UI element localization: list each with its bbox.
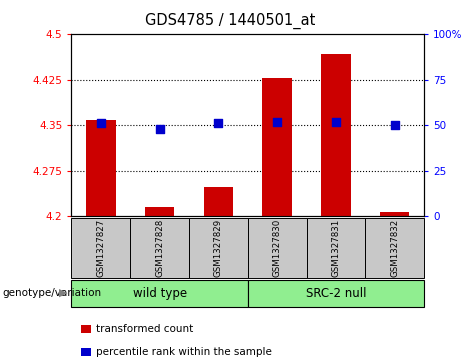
Point: [97, 121, 105, 126]
Point: [332, 119, 340, 125]
Text: ▶: ▶: [59, 288, 67, 298]
Text: GSM1327828: GSM1327828: [155, 219, 164, 277]
Bar: [204, 187, 233, 216]
Bar: [71, 218, 130, 278]
Text: genotype/variation: genotype/variation: [2, 288, 101, 298]
Bar: [71, 280, 248, 307]
Bar: [380, 212, 409, 216]
Point: [391, 122, 398, 128]
Text: percentile rank within the sample: percentile rank within the sample: [96, 347, 272, 357]
Point: [273, 119, 281, 125]
Bar: [248, 218, 307, 278]
Point: [215, 121, 222, 126]
Text: GSM1327827: GSM1327827: [96, 219, 106, 277]
Text: GDS4785 / 1440501_at: GDS4785 / 1440501_at: [145, 13, 316, 29]
Bar: [321, 54, 351, 216]
Text: GSM1327829: GSM1327829: [214, 219, 223, 277]
Bar: [365, 218, 424, 278]
Bar: [145, 207, 174, 216]
Bar: [189, 218, 248, 278]
Bar: [130, 218, 189, 278]
Bar: [248, 280, 424, 307]
Text: GSM1327831: GSM1327831: [331, 219, 341, 277]
Bar: [307, 218, 366, 278]
Text: GSM1327830: GSM1327830: [272, 219, 282, 277]
Text: transformed count: transformed count: [96, 323, 194, 334]
Text: SRC-2 null: SRC-2 null: [306, 287, 366, 299]
Point: [156, 126, 163, 132]
Text: wild type: wild type: [133, 287, 187, 299]
Bar: [262, 78, 292, 216]
Bar: [86, 121, 116, 216]
Text: GSM1327832: GSM1327832: [390, 219, 399, 277]
